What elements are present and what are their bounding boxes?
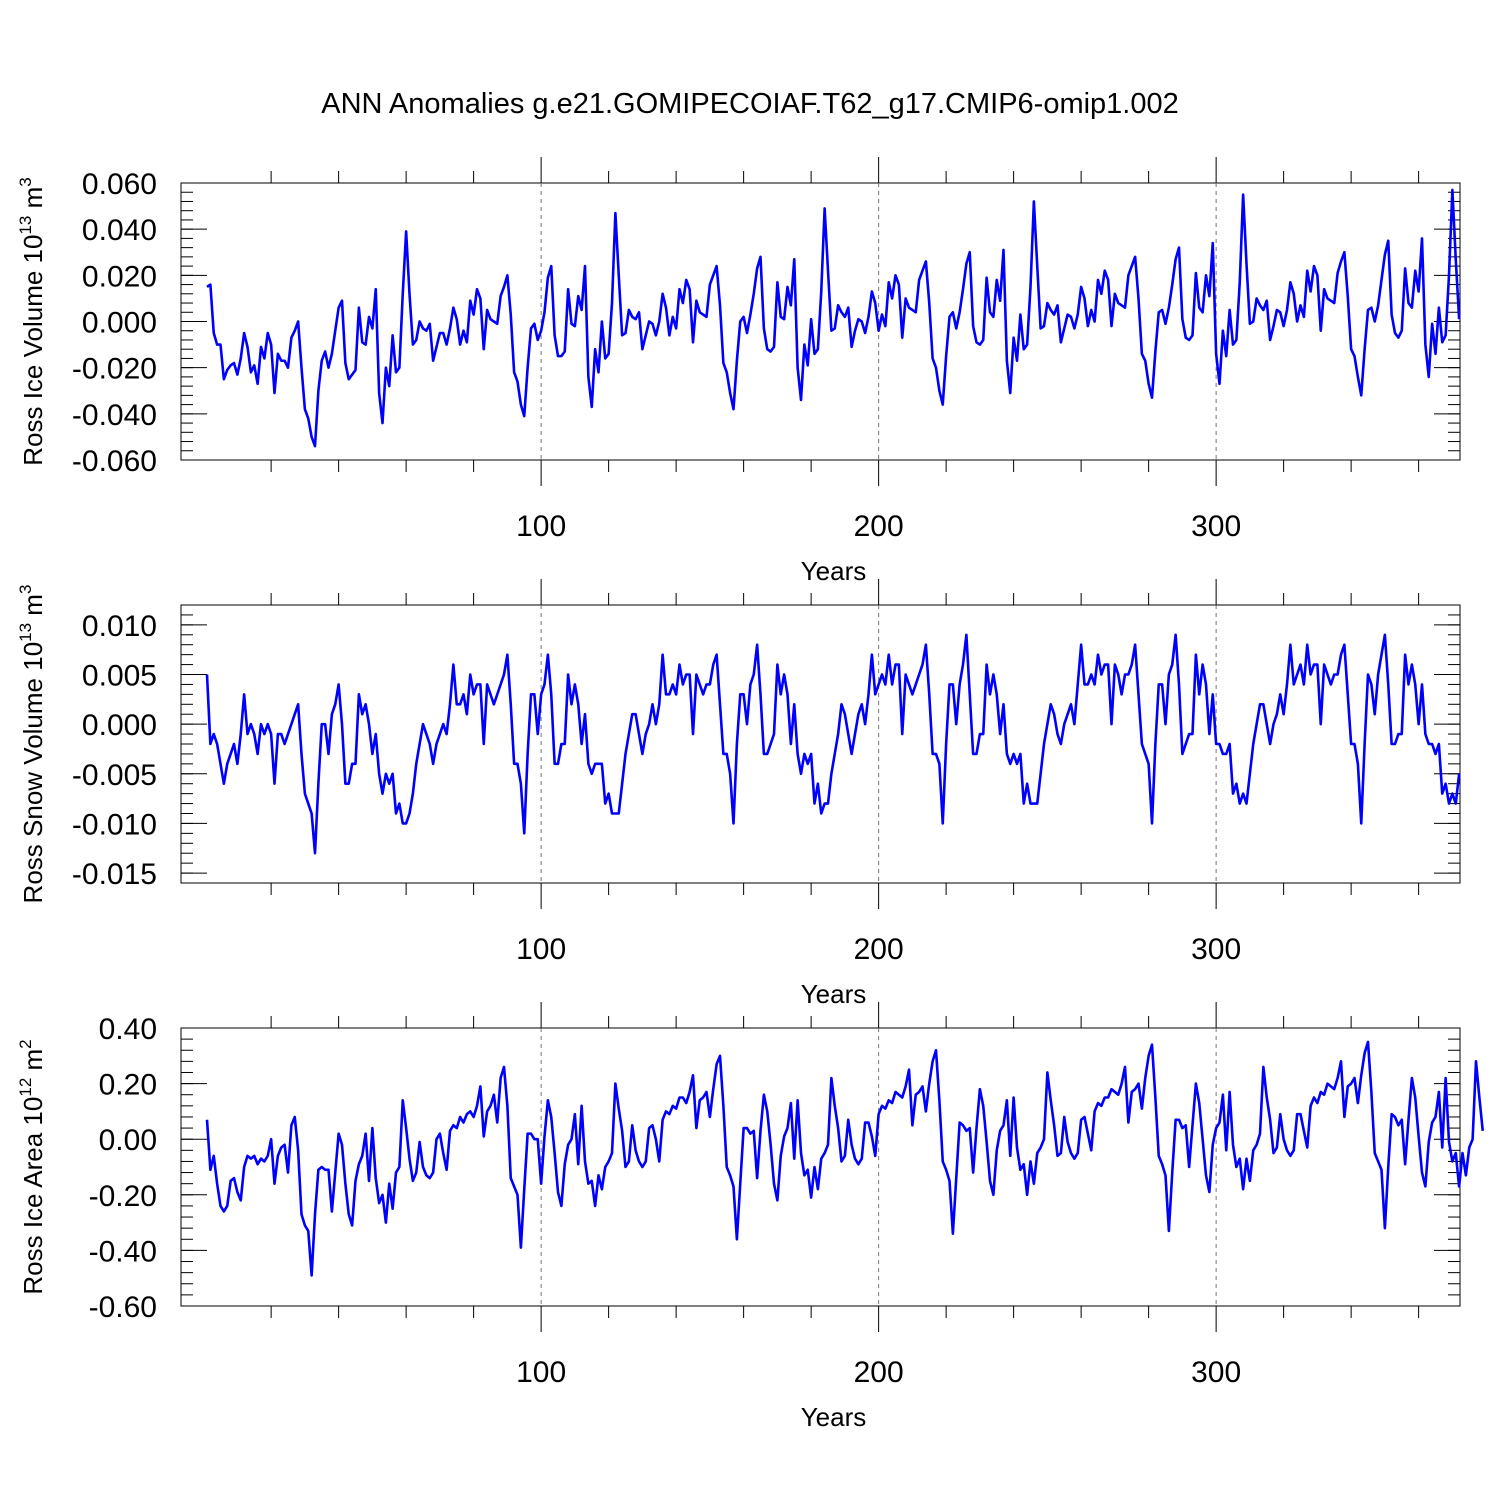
- x-tick-label: 300: [1191, 933, 1241, 966]
- y-tick-label: 0.040: [82, 214, 157, 247]
- y-tick-label: -0.015: [72, 858, 157, 891]
- y-tick-label: -0.20: [89, 1180, 157, 1213]
- y-axis-label-text: Ross Ice Volume 10: [18, 235, 48, 466]
- x-tick-label: 300: [1191, 1356, 1241, 1389]
- y-tick-label: 0.010: [82, 610, 157, 643]
- y-tick-label: 0.005: [82, 660, 157, 693]
- x-tick-label: 200: [854, 1356, 904, 1389]
- y-axis-label-unit-exponent: 3: [16, 585, 35, 594]
- series-line-1: [205, 1040, 1485, 1277]
- chart-panel-1: 100 200 300 0.060 0.040 0.020 0.000 -0.020 -0.04…: [16, 157, 1461, 586]
- y-axis-label-unit: m: [18, 187, 48, 216]
- series-line-1: [205, 633, 1461, 855]
- y-tick-label: -0.060: [72, 445, 157, 478]
- y-tick-label: 0.000: [82, 307, 157, 340]
- y-tick-label: -0.040: [72, 399, 157, 432]
- y-tick-label: 0.060: [82, 168, 157, 201]
- x-axis-label: Years: [801, 1402, 867, 1432]
- y-axis-label-exponent: 12: [16, 1078, 35, 1097]
- x-tick-label: 300: [1191, 510, 1241, 543]
- series-line-1: [206, 188, 1461, 448]
- y-tick-label: -0.60: [89, 1291, 157, 1324]
- y-tick-label: -0.40: [89, 1235, 157, 1268]
- x-tick-label: 200: [854, 510, 904, 543]
- y-axis-label-text: Ross Snow Volume 10: [18, 642, 48, 904]
- x-axis-label: Years: [801, 979, 867, 1009]
- x-tick-label: 200: [854, 933, 904, 966]
- y-tick-label: 0.40: [99, 1013, 157, 1046]
- y-axis-label-unit-exponent: 2: [16, 1039, 35, 1048]
- y-axis-label-unit-exponent: 3: [16, 177, 35, 186]
- x-axis-label: Years: [801, 556, 867, 586]
- chart-panel-3: 100 200 300 0.40 0.20 0.00 -0.20 -0.40 -0.60 Year…: [16, 1002, 1485, 1432]
- y-tick-label: 0.020: [82, 260, 157, 293]
- y-tick-label: 0.000: [82, 709, 157, 742]
- x-tick-label: 100: [516, 933, 566, 966]
- y-tick-label: 0.20: [99, 1069, 157, 1102]
- y-tick-label: -0.005: [72, 759, 157, 792]
- x-tick-label: 100: [516, 510, 566, 543]
- y-axis-label-unit: m: [18, 594, 48, 623]
- y-tick-label: 0.00: [99, 1124, 157, 1157]
- y-axis-label-exponent: 13: [16, 216, 35, 235]
- chart-panel-2: 100 200 300 0.010 0.005 0.000 -0.005 -0.010 -0.0…: [16, 579, 1461, 1009]
- y-axis-label-exponent: 13: [16, 623, 35, 642]
- y-axis-label: Ross Ice Volume 1013 m3: [16, 177, 48, 466]
- y-axis-label-unit: m: [18, 1049, 48, 1078]
- y-axis-label: Ross Snow Volume 1013 m3: [16, 585, 48, 904]
- chart-title: ANN Anomalies g.e21.GOMIPECOIAF.T62_g17.…: [321, 88, 1179, 120]
- x-tick-label: 100: [516, 1356, 566, 1389]
- y-axis-label: Ross Ice Area 1012 m2: [16, 1039, 48, 1294]
- y-tick-label: -0.020: [72, 353, 157, 386]
- y-axis-label-text: Ross Ice Area 10: [18, 1097, 48, 1295]
- y-tick-label: -0.010: [72, 808, 157, 841]
